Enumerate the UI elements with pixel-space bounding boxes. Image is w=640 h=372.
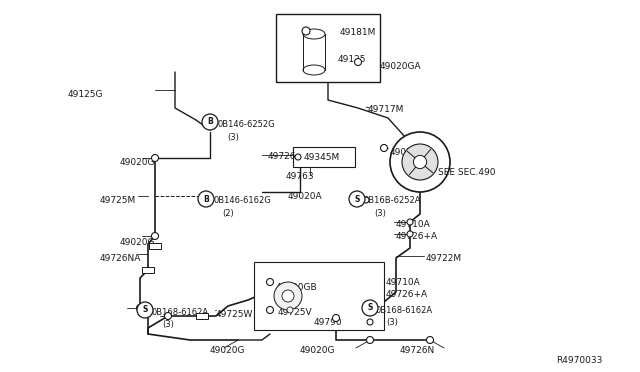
Text: 49726N: 49726N: [400, 346, 435, 355]
FancyBboxPatch shape: [276, 14, 380, 82]
Circle shape: [198, 191, 214, 207]
Text: S: S: [355, 195, 360, 203]
Text: 49181M: 49181M: [340, 28, 376, 37]
Text: B: B: [203, 195, 209, 203]
Text: 49726: 49726: [268, 152, 296, 161]
Text: 49725M: 49725M: [100, 196, 136, 205]
Ellipse shape: [303, 29, 325, 39]
Text: (2): (2): [222, 209, 234, 218]
Text: 49722M: 49722M: [426, 254, 462, 263]
Text: 49710A: 49710A: [396, 220, 431, 229]
Circle shape: [367, 319, 373, 325]
Text: 49020G: 49020G: [300, 346, 335, 355]
Text: (3): (3): [374, 209, 386, 218]
Text: 49020G: 49020G: [120, 158, 156, 167]
Circle shape: [355, 58, 362, 65]
Text: 49726NA: 49726NA: [100, 254, 141, 263]
Circle shape: [426, 337, 433, 343]
Text: 49020G: 49020G: [120, 238, 156, 247]
Circle shape: [367, 337, 374, 343]
Text: S: S: [367, 304, 372, 312]
Circle shape: [152, 154, 159, 161]
Text: 49790: 49790: [314, 318, 342, 327]
Circle shape: [164, 312, 172, 320]
Text: 49020GA: 49020GA: [390, 148, 431, 157]
Circle shape: [381, 144, 387, 151]
FancyBboxPatch shape: [196, 313, 208, 319]
Circle shape: [295, 154, 301, 160]
Circle shape: [333, 314, 339, 321]
Circle shape: [136, 305, 143, 311]
FancyBboxPatch shape: [149, 243, 161, 249]
Circle shape: [413, 155, 427, 169]
Circle shape: [362, 300, 378, 316]
Text: R4970033: R4970033: [556, 356, 602, 365]
Text: SEE SEC.490: SEE SEC.490: [438, 168, 495, 177]
Circle shape: [407, 231, 413, 237]
Text: S: S: [142, 305, 148, 314]
Text: 49125G: 49125G: [68, 90, 104, 99]
Text: 0B146-6252G: 0B146-6252G: [218, 120, 276, 129]
Text: 49020A: 49020A: [288, 192, 323, 201]
Circle shape: [282, 290, 294, 302]
Circle shape: [287, 307, 293, 313]
Circle shape: [349, 191, 365, 207]
Text: B: B: [207, 118, 213, 126]
Circle shape: [202, 114, 218, 130]
Text: 0B146-6162G: 0B146-6162G: [213, 196, 271, 205]
Text: 49020G: 49020G: [210, 346, 246, 355]
Text: 0B168-6162A: 0B168-6162A: [376, 306, 433, 315]
Circle shape: [363, 197, 369, 203]
Text: 49725V: 49725V: [278, 308, 312, 317]
Text: 49726+A: 49726+A: [386, 290, 428, 299]
Text: 49717M: 49717M: [368, 105, 404, 114]
Text: 0B16B-6252A: 0B16B-6252A: [364, 196, 422, 205]
Circle shape: [266, 307, 273, 314]
Text: 49725W: 49725W: [216, 310, 253, 319]
Circle shape: [152, 232, 159, 240]
Circle shape: [137, 302, 153, 318]
Text: (3): (3): [386, 318, 398, 327]
Text: 49726+A: 49726+A: [396, 232, 438, 241]
Text: 49020GA: 49020GA: [380, 62, 422, 71]
FancyBboxPatch shape: [142, 267, 154, 273]
Ellipse shape: [303, 65, 325, 75]
Text: 0B168-6162A: 0B168-6162A: [152, 308, 209, 317]
Text: (3): (3): [162, 320, 174, 329]
Circle shape: [390, 132, 450, 192]
Circle shape: [407, 219, 413, 225]
Circle shape: [266, 279, 273, 285]
Text: 49345M: 49345M: [304, 153, 340, 162]
Circle shape: [274, 282, 302, 310]
Text: (3): (3): [227, 133, 239, 142]
Text: 49125: 49125: [338, 55, 367, 64]
Circle shape: [302, 27, 310, 35]
Text: 49020GB: 49020GB: [276, 283, 317, 292]
Circle shape: [402, 144, 438, 180]
FancyBboxPatch shape: [293, 147, 355, 167]
FancyBboxPatch shape: [254, 262, 384, 330]
Text: 49763: 49763: [286, 172, 315, 181]
Text: 49710A: 49710A: [386, 278, 420, 287]
